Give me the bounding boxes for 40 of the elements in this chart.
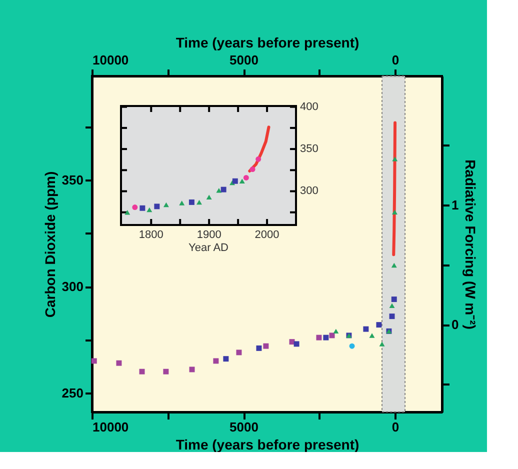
y-tick-label: 350: [300, 143, 318, 156]
x-tick-label: 1900: [196, 229, 222, 241]
y-tick-label: 300: [62, 279, 84, 294]
point: [163, 202, 169, 208]
y2-tick-label: 0: [452, 317, 459, 332]
point: [256, 156, 262, 162]
x2-tick-label: 5000: [230, 52, 258, 68]
x2-tick-label: 0: [392, 52, 400, 68]
x-tick-label: 2000: [254, 229, 280, 241]
point: [216, 188, 222, 193]
point: [132, 204, 138, 210]
point: [232, 178, 238, 184]
x-tick-label: 10000: [92, 420, 129, 434]
x2-tick-label: 10000: [92, 52, 129, 68]
x-axis-title: Year AD: [188, 242, 229, 254]
y2-tick-label: 1: [452, 198, 459, 213]
y-tick-label: 400: [300, 100, 318, 113]
y2-axis-title: Radiative Forcing (W m⁻²): [462, 160, 479, 330]
point: [179, 200, 185, 206]
y-tick-label: 250: [62, 385, 84, 400]
x-tick-label: 1800: [138, 229, 164, 241]
y-tick-label: 300: [300, 185, 318, 198]
point: [154, 204, 160, 210]
y-axis-title: Carbon Dioxide (ppm): [42, 171, 58, 318]
x-tick-label: 5000: [230, 420, 258, 434]
point: [124, 210, 130, 215]
line-series: [392, 121, 397, 256]
point: [188, 199, 194, 205]
line-series: [248, 126, 270, 172]
x2-axis-title: Time (years before present): [176, 34, 360, 50]
x-tick-label: 0: [392, 420, 400, 434]
point: [243, 175, 249, 180]
point: [239, 178, 245, 184]
point: [146, 207, 152, 212]
point: [250, 166, 256, 172]
point: [196, 200, 202, 205]
y-tick-label: 350: [62, 172, 84, 188]
point: [220, 186, 226, 192]
point: [206, 194, 212, 200]
point: [140, 205, 146, 211]
